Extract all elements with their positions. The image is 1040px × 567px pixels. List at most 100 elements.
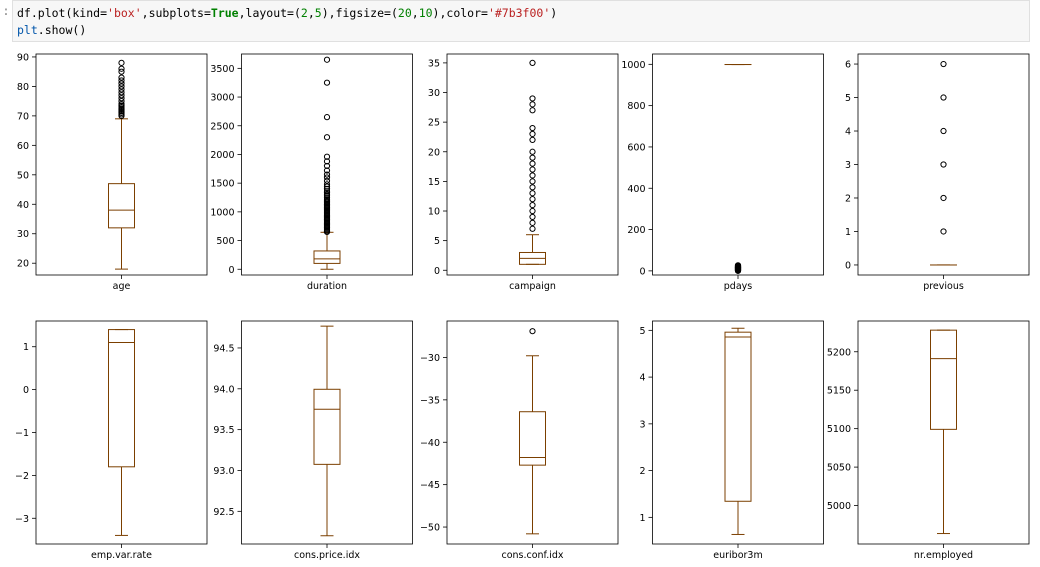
outlier-point [940, 161, 947, 168]
iqr-box [519, 411, 546, 466]
y-tick-label: 30 [428, 88, 440, 99]
outlier-point [529, 207, 536, 215]
y-tick-label: 60 [17, 141, 29, 152]
outlier-point [529, 225, 536, 232]
y-tick-label: 0 [434, 266, 440, 277]
iqr-box [108, 183, 135, 229]
outlier-point [118, 68, 125, 75]
y-tick-label: −1 [15, 428, 29, 439]
outlier-point [323, 181, 331, 188]
y-tick-label: 5 [434, 236, 440, 247]
iqr-box [930, 329, 957, 430]
iqr-box [108, 329, 135, 468]
cell-prompt: : [2, 4, 10, 18]
code-token: 5 [314, 6, 322, 20]
code-token: ),figsize=( [321, 6, 398, 20]
outlier-point [118, 59, 125, 66]
x-tick-label: euribor3m [713, 550, 762, 561]
outlier-point [118, 100, 125, 108]
y-tick-label: 1500 [210, 179, 234, 190]
outlier-point [529, 148, 536, 155]
code-token: plt [17, 23, 38, 37]
x-tick-label: campaign [509, 281, 556, 292]
outlier-point [118, 98, 125, 105]
outlier-point [529, 213, 536, 221]
plot-frame [857, 53, 1030, 276]
outlier-point [940, 228, 947, 235]
code-token: df.plot(kind= [17, 6, 108, 20]
code-token: ,layout=( [238, 6, 301, 20]
y-tick-label: −45 [420, 480, 440, 491]
y-tick-label: 80 [17, 82, 29, 93]
y-tick-label: 5200 [827, 347, 851, 358]
y-tick-label: 5000 [827, 501, 851, 512]
outlier-point [323, 167, 331, 174]
outlier-point [734, 262, 742, 269]
outlier-point [529, 154, 536, 161]
x-tick-label: cons.price.idx [294, 550, 360, 561]
y-tick-label: 1 [845, 227, 851, 238]
y-tick-label: 20 [17, 259, 29, 270]
code-token: 2 [300, 6, 308, 20]
code-token: 'box' [107, 6, 142, 20]
outlier-point [323, 79, 331, 86]
outlier-point [323, 194, 331, 201]
code-token: .show() [37, 23, 87, 37]
outlier-point [323, 171, 331, 178]
y-tick-label: 50 [17, 170, 29, 181]
y-tick-label: 6 [845, 60, 851, 71]
outlier-point [529, 101, 536, 108]
outlier-point [118, 65, 125, 72]
outlier-point [323, 188, 331, 195]
y-tick-label: 200 [627, 225, 645, 236]
x-tick-label: emp.var.rate [91, 550, 152, 561]
y-tick-label: 93.5 [213, 425, 234, 436]
outlier-point [323, 134, 331, 141]
x-tick-label: cons.conf.idx [501, 550, 563, 561]
outlier-point [529, 124, 536, 132]
y-tick-label: 5150 [827, 386, 851, 397]
y-tick-label: 70 [17, 111, 29, 122]
y-tick-label: 15 [428, 177, 440, 188]
y-tick-label: 1 [639, 513, 645, 524]
x-tick-label: nr.employed [914, 550, 973, 561]
y-tick-label: 3 [639, 419, 645, 430]
y-tick-label: −50 [420, 523, 440, 534]
code-cell[interactable]: df.plot(kind='box',subplots=True,layout=… [12, 0, 1030, 42]
y-tick-label: 35 [428, 58, 440, 69]
y-tick-label: 5 [845, 93, 851, 104]
outlier-point [529, 95, 536, 102]
y-tick-label: 400 [627, 184, 645, 195]
outlier-point [323, 56, 331, 63]
outlier-point [529, 107, 536, 114]
outlier-point [118, 92, 125, 99]
outlier-point [118, 86, 125, 93]
y-tick-label: 5050 [827, 463, 851, 474]
code-token: 10 [418, 6, 433, 20]
outlier-point [118, 89, 125, 96]
outlier-point [529, 136, 536, 144]
y-tick-label: 20 [428, 147, 440, 158]
outlier-point [529, 201, 536, 209]
y-tick-label: 1 [23, 342, 29, 353]
y-tick-label: 3 [845, 160, 851, 171]
y-tick-label: 3500 [210, 64, 234, 75]
outlier-point [323, 191, 331, 198]
outlier-point [323, 153, 331, 160]
x-tick-label: previous [923, 281, 964, 292]
outlier-point [529, 328, 536, 335]
y-tick-label: 0 [639, 266, 645, 277]
outlier-point [323, 189, 331, 197]
y-tick-label: 90 [17, 52, 29, 63]
code-line-1: df.plot(kind='box',subplots=True,layout=… [17, 5, 1029, 22]
y-tick-label: −30 [420, 353, 440, 364]
code-line-2: plt.show() [17, 22, 1029, 39]
y-tick-label: 10 [428, 207, 440, 218]
y-tick-label: 0 [23, 385, 29, 396]
y-tick-label: 1000 [210, 207, 234, 218]
outlier-point [940, 194, 947, 202]
code-token: , [411, 6, 419, 20]
y-tick-label: −3 [15, 514, 29, 525]
y-tick-label: 0 [228, 265, 234, 276]
outlier-point [940, 60, 947, 68]
